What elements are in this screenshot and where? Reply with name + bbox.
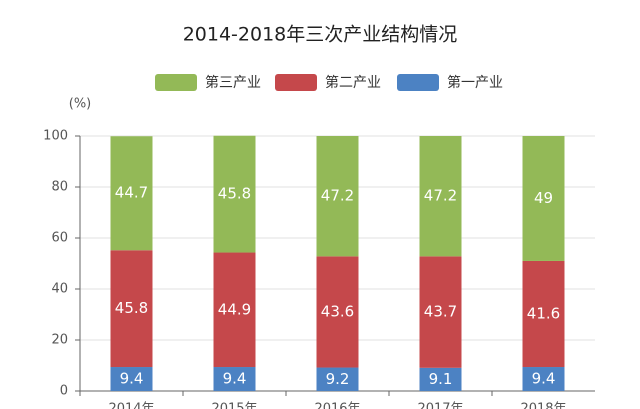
- x-tick-label: 2015年: [211, 402, 257, 409]
- x-tick-label: 2016年: [314, 402, 360, 409]
- y-tick-label: 60: [51, 231, 68, 246]
- bar-segment: [110, 250, 153, 368]
- legend-swatch: [155, 74, 197, 91]
- legend-swatch: [275, 74, 317, 91]
- y-tick-label: 20: [51, 333, 68, 348]
- value-label: 43.7: [424, 303, 457, 321]
- value-label: 9.2: [326, 370, 350, 388]
- value-label: 9.1: [429, 370, 453, 388]
- value-label: 43.6: [321, 302, 354, 320]
- bar-segment: [213, 135, 256, 253]
- y-tick-label: 100: [43, 129, 68, 144]
- y-tick-label: 80: [51, 180, 68, 195]
- value-label: 44.7: [115, 184, 148, 202]
- bar-segment: [213, 252, 256, 368]
- value-label: 45.8: [115, 299, 148, 317]
- bar-segment: [316, 256, 359, 368]
- bar-segment: [419, 367, 462, 391]
- bar-segment: [522, 367, 565, 391]
- value-label: 47.2: [424, 187, 457, 205]
- bar-segment: [522, 260, 565, 368]
- value-label: 9.4: [120, 370, 144, 388]
- value-label: 47.2: [321, 187, 354, 205]
- bar-segment: [110, 136, 153, 251]
- value-label: 44.9: [218, 300, 251, 318]
- bar-segment: [522, 136, 565, 261]
- x-tick-label: 2014年: [108, 402, 154, 409]
- value-label: 9.4: [532, 370, 556, 388]
- legend-swatch: [397, 74, 439, 91]
- bar-segment: [316, 367, 359, 391]
- x-tick-label: 2018年: [520, 402, 566, 409]
- bar-segment: [213, 367, 256, 391]
- bar-segment: [316, 136, 359, 257]
- x-tick-label: 2017年: [417, 402, 463, 409]
- bar-segment: [419, 136, 462, 257]
- legend-label: 第一产业: [447, 74, 503, 91]
- value-label: 41.6: [527, 304, 560, 322]
- chart-title: 2014-2018年三次产业结构情况: [183, 24, 458, 46]
- legend-label: 第二产业: [325, 74, 381, 91]
- bar-segment: [419, 256, 462, 368]
- legend-label: 第三产业: [205, 74, 261, 91]
- y-tick-label: 40: [51, 282, 68, 297]
- y-axis-label: (%): [69, 97, 92, 112]
- value-label: 9.4: [223, 370, 247, 388]
- value-label: 45.8: [218, 185, 251, 203]
- y-tick-label: 0: [60, 384, 68, 399]
- value-label: 49: [534, 189, 553, 207]
- bar-segment: [110, 367, 153, 391]
